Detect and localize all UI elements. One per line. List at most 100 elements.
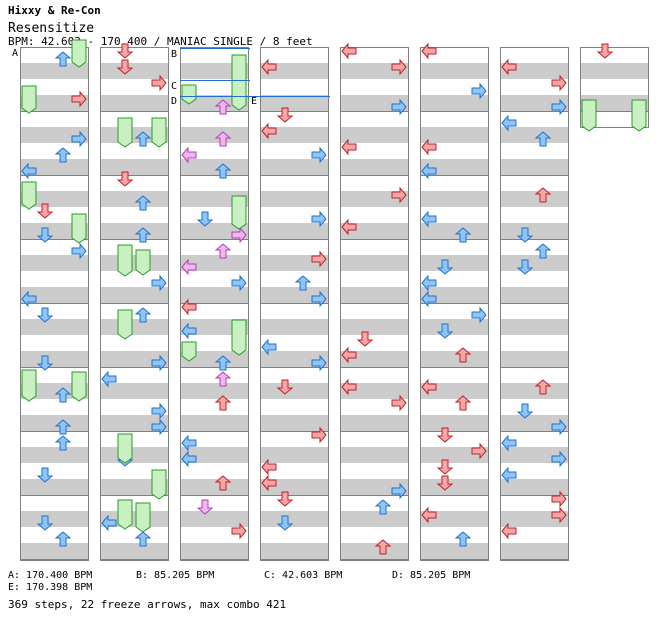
step-arrow [36, 355, 54, 371]
beat-stripe [420, 479, 488, 495]
freeze-arrow [135, 502, 151, 533]
beat-stripe [180, 63, 248, 79]
beat-stripe [100, 95, 168, 111]
step-arrow [516, 403, 534, 419]
beat-stripe [420, 511, 488, 527]
step-arrow [151, 74, 167, 92]
beat-stripe [180, 191, 248, 207]
step-arrow [214, 371, 232, 387]
beat-stripe [100, 159, 168, 175]
step-arrow [471, 306, 487, 324]
beat-stripe [500, 351, 568, 367]
step-arrow [391, 394, 407, 412]
step-arrow [261, 122, 277, 140]
step-arrow [36, 307, 54, 323]
step-arrow [374, 539, 392, 555]
beat-stripe [180, 255, 248, 271]
beat-stripe [100, 63, 168, 79]
beat-stripe [180, 287, 248, 303]
step-arrow [214, 395, 232, 411]
beat-stripe [340, 383, 408, 399]
bpm-marker-a: A [12, 48, 18, 59]
step-arrow [214, 99, 232, 115]
step-arrow [134, 195, 152, 211]
step-arrow [151, 354, 167, 372]
step-arrow [116, 59, 134, 75]
bpm-legend-d: D: 85.205 BPM [392, 570, 471, 581]
freeze-arrow [71, 39, 87, 68]
beat-stripe [260, 95, 328, 111]
beat-stripe [340, 319, 408, 335]
step-arrow [534, 379, 552, 395]
step-arrow [214, 243, 232, 259]
step-arrow [276, 491, 294, 507]
freeze-arrow [135, 249, 151, 276]
beat-stripe [100, 543, 168, 559]
beat-stripe [500, 543, 568, 559]
step-arrow [421, 274, 437, 292]
beat-stripe [20, 415, 88, 431]
beat-stripe [340, 159, 408, 175]
beat-stripe [340, 415, 408, 431]
beat-stripe [260, 543, 328, 559]
step-arrow [181, 322, 197, 340]
beat-stripe [100, 383, 168, 399]
beat-stripe [260, 511, 328, 527]
step-arrow [116, 43, 134, 59]
step-arrow [101, 370, 117, 388]
step-arrow [311, 354, 327, 372]
beat-stripe [100, 479, 168, 495]
beat-stripe [340, 287, 408, 303]
beat-stripe [420, 95, 488, 111]
step-arrow [71, 130, 87, 148]
freeze-arrow [181, 341, 197, 362]
beat-stripe [340, 63, 408, 79]
freeze-arrow [631, 99, 647, 132]
beat-stripe [500, 511, 568, 527]
step-arrow [391, 482, 407, 500]
step-arrow [341, 42, 357, 60]
freeze-arrow [21, 369, 37, 402]
step-arrow [54, 419, 72, 435]
beat-stripe [180, 95, 248, 111]
step-arrow [421, 162, 437, 180]
beat-stripe [180, 383, 248, 399]
step-arrow [341, 218, 357, 236]
beat-stripe [420, 255, 488, 271]
step-arrow [181, 258, 197, 276]
step-arrow [311, 290, 327, 308]
beat-stripe [180, 127, 248, 143]
step-arrow [551, 450, 567, 468]
freeze-arrow [71, 213, 87, 244]
beat-stripe [420, 351, 488, 367]
step-arrow [436, 427, 454, 443]
beat-stripe [340, 127, 408, 143]
step-arrow [341, 138, 357, 156]
beat-stripe [500, 159, 568, 175]
freeze-arrow [581, 99, 597, 132]
step-arrow [134, 307, 152, 323]
beat-stripe [260, 415, 328, 431]
step-arrow [454, 347, 472, 363]
beat-stripe [260, 479, 328, 495]
step-arrow [231, 274, 247, 292]
step-arrow [374, 499, 392, 515]
beat-stripe [500, 415, 568, 431]
step-arrow [421, 138, 437, 156]
step-arrow [534, 131, 552, 147]
step-arrow [311, 250, 327, 268]
freeze-arrow [71, 371, 87, 402]
beat-stripe [20, 223, 88, 239]
step-arrow [196, 499, 214, 515]
beat-stripe [100, 447, 168, 463]
chart-meta: BPM: 42.603 - 170.400 / MANIAC SINGLE / … [8, 35, 313, 48]
beat-stripe [20, 127, 88, 143]
beat-stripe [500, 191, 568, 207]
beat-stripe [340, 543, 408, 559]
beat-stripe [20, 287, 88, 303]
step-arrow [471, 442, 487, 460]
song-title: Resensitize [8, 21, 95, 36]
step-arrow [551, 490, 567, 508]
beat-stripe [420, 319, 488, 335]
beat-stripe [260, 127, 328, 143]
